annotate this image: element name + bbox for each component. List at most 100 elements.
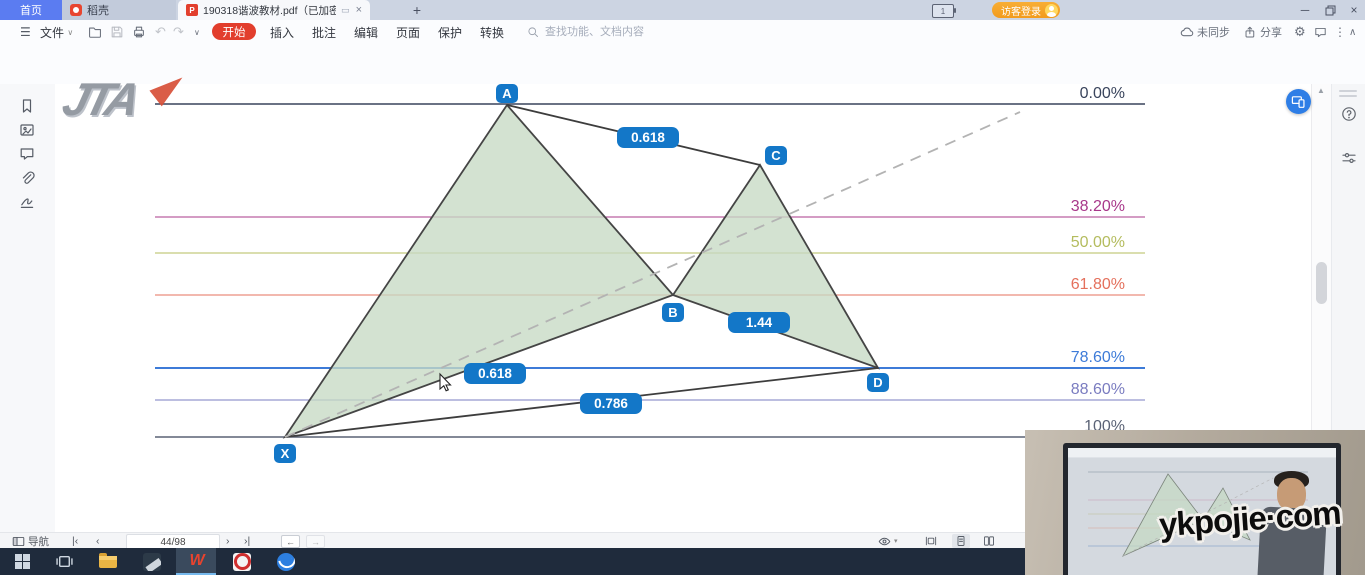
- navigation-label: 导航: [28, 535, 49, 548]
- point-d-label: D: [873, 375, 882, 390]
- vertical-scrollbar[interactable]: ▲: [1311, 84, 1332, 532]
- history-back-button[interactable]: ←: [281, 535, 300, 548]
- menu-protect[interactable]: 保护: [438, 25, 463, 40]
- share-icon: [1244, 26, 1257, 39]
- fib-label-886: 88.60%: [1071, 381, 1125, 398]
- status-continuous-icon[interactable]: [922, 534, 940, 548]
- folder-icon: [99, 552, 117, 568]
- ratio-pill-ac[interactable]: 0.618: [617, 127, 679, 148]
- fib-label-618: 61.80%: [1071, 276, 1125, 293]
- close-button[interactable]: ×: [1350, 3, 1358, 17]
- last-page-button[interactable]: ›|: [244, 535, 251, 547]
- screenshot-app-button[interactable]: [132, 548, 172, 575]
- status-page-input[interactable]: [126, 534, 220, 550]
- tab-daoke[interactable]: 稻壳: [62, 0, 176, 20]
- menu-start[interactable]: 开始: [212, 23, 256, 40]
- triangle-bcd[interactable]: [671, 163, 881, 370]
- fib-label-786: 78.60%: [1071, 349, 1125, 366]
- history-forward-button[interactable]: →: [306, 535, 325, 548]
- save-icon[interactable]: [110, 20, 124, 44]
- comment-icon[interactable]: [19, 146, 35, 167]
- collapse-ribbon-icon[interactable]: ∧: [1349, 26, 1357, 38]
- feedback-icon[interactable]: [1314, 20, 1327, 44]
- redo-icon[interactable]: ↷: [173, 24, 184, 39]
- point-a-label: A: [502, 86, 512, 101]
- search-box[interactable]: [527, 23, 677, 41]
- new-tab-button[interactable]: +: [412, 2, 422, 18]
- scroll-up-icon[interactable]: ▲: [1317, 86, 1325, 95]
- help-icon[interactable]: [1341, 106, 1357, 127]
- status-single-page-icon[interactable]: [952, 534, 970, 548]
- ratio-bd-label: 1.44: [746, 315, 773, 330]
- tab-preview-icon[interactable]: ▭: [341, 4, 350, 15]
- signature-icon[interactable]: [19, 194, 35, 215]
- screenshot-app-icon: [143, 552, 161, 571]
- next-page-button-status[interactable]: ›: [226, 535, 230, 547]
- point-badge-x[interactable]: X: [274, 444, 296, 463]
- navigation-toggle[interactable]: 导航: [12, 533, 49, 549]
- hamburger-menu-icon[interactable]: ☰: [20, 25, 31, 39]
- browser-app-icon: [277, 552, 295, 571]
- task-view-button[interactable]: [44, 548, 84, 575]
- panel-handle[interactable]: [1339, 90, 1357, 92]
- guest-login-button[interactable]: 访客登录: [992, 2, 1060, 18]
- menu-convert[interactable]: 转换: [480, 25, 505, 40]
- share-button[interactable]: 分享: [1244, 20, 1282, 44]
- guest-login-label: 访客登录: [1001, 6, 1041, 18]
- display-settings-icon[interactable]: [1341, 150, 1357, 171]
- menu-edit[interactable]: 编辑: [354, 25, 379, 40]
- tab-document[interactable]: P 190318谐波教材.pdf（已加密） ▭ ×: [178, 0, 370, 20]
- ratio-pill-xd[interactable]: 0.786: [580, 393, 642, 414]
- ratio-pill-bd[interactable]: 1.44: [728, 312, 790, 333]
- mouse-cursor: [439, 372, 452, 392]
- more-icon[interactable]: ⋮: [1334, 25, 1346, 39]
- media-app-button[interactable]: [222, 548, 262, 575]
- point-badge-d[interactable]: D: [867, 373, 889, 392]
- menu-page[interactable]: 页面: [396, 25, 421, 40]
- point-badge-c[interactable]: C: [765, 146, 787, 165]
- view-eye-button[interactable]: ▾: [878, 533, 898, 549]
- toolbar-options-icon[interactable]: ∨: [194, 27, 200, 37]
- print-icon[interactable]: [132, 20, 146, 44]
- first-page-button[interactable]: |‹: [72, 535, 79, 547]
- scrollbar-thumb[interactable]: [1316, 262, 1327, 304]
- settings-gear-icon[interactable]: ⚙: [1294, 24, 1306, 39]
- dashed-trendline: [284, 111, 1021, 438]
- ratio-pill-xb[interactable]: 0.618: [464, 363, 526, 384]
- presenter-face: [1277, 478, 1306, 511]
- attachment-icon[interactable]: [19, 170, 35, 191]
- search-input[interactable]: [543, 25, 667, 39]
- statusbar: 导航 |‹ ‹ › ›| ← → ▾: [0, 532, 1365, 550]
- mobile-sync-button[interactable]: [1286, 89, 1311, 114]
- point-badge-b[interactable]: B: [662, 303, 684, 322]
- file-explorer-button[interactable]: [88, 548, 128, 575]
- task-view-icon: [56, 553, 73, 570]
- start-menu-button[interactable]: [2, 548, 42, 575]
- menu-insert[interactable]: 插入: [270, 25, 295, 40]
- previous-page-button[interactable]: ‹: [96, 535, 100, 547]
- thumbnail-icon[interactable]: [19, 122, 35, 143]
- menu-start-label: 开始: [222, 26, 246, 39]
- sync-status[interactable]: 未同步: [1180, 20, 1230, 44]
- cloud-sync-icon: [1180, 25, 1194, 39]
- menu-file[interactable]: 文件 ∨: [40, 25, 74, 40]
- browser-app-button[interactable]: [266, 548, 306, 575]
- bookmark-icon[interactable]: [19, 98, 35, 119]
- wps-office-button[interactable]: W: [176, 548, 216, 575]
- point-x-label: X: [281, 446, 290, 461]
- fib-label-382: 38.20%: [1071, 198, 1125, 215]
- menu-annotate[interactable]: 批注: [312, 25, 337, 40]
- minimize-button[interactable]: ─: [1300, 3, 1310, 17]
- tab-close-icon[interactable]: ×: [355, 4, 362, 16]
- document-count-badge[interactable]: 1: [932, 4, 956, 18]
- lecture-video-overlay[interactable]: ykpojie·com: [1025, 430, 1365, 575]
- triangle-xab[interactable]: [282, 103, 675, 439]
- maximize-button[interactable]: [1318, 0, 1342, 20]
- point-badge-a[interactable]: A: [496, 84, 518, 103]
- undo-icon[interactable]: ↶: [155, 24, 166, 39]
- tab-home[interactable]: 首页: [0, 0, 62, 20]
- open-icon[interactable]: [88, 20, 102, 44]
- point-b-label: B: [668, 305, 677, 320]
- status-double-page-icon[interactable]: [980, 534, 998, 548]
